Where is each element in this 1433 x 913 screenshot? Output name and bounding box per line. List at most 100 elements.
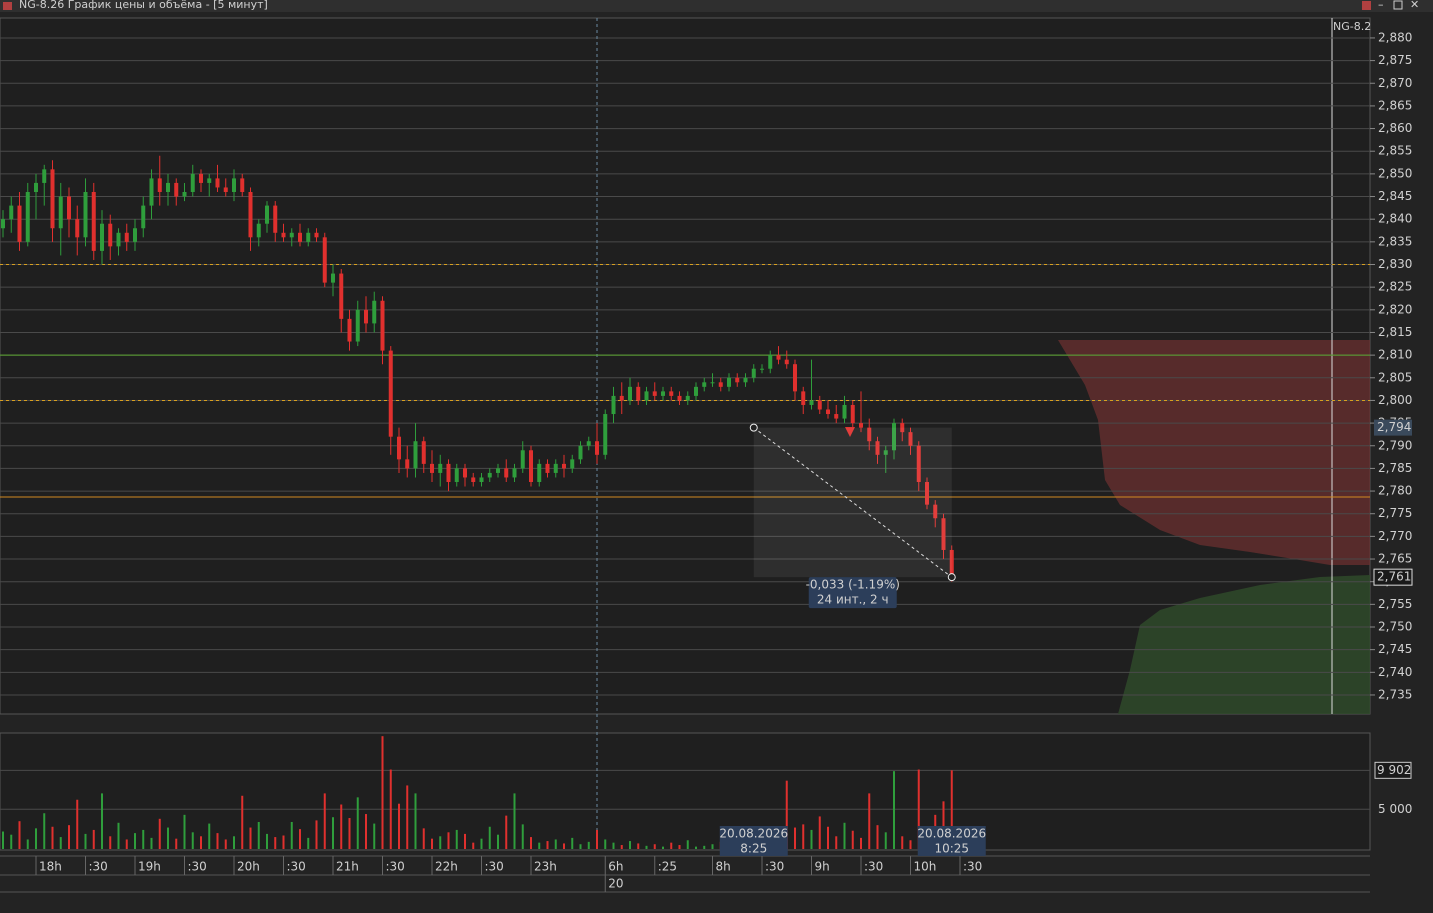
volume-bar	[678, 845, 681, 849]
maximize-button[interactable]	[1393, 0, 1403, 10]
y-tick-label: 2,775	[1378, 506, 1412, 520]
measure-label-box	[808, 577, 897, 609]
y-tick-label: 2,840	[1378, 212, 1412, 226]
volume-bar	[414, 793, 417, 849]
candle-body	[240, 178, 245, 192]
measure-point	[947, 573, 956, 582]
x-tick-label: :30	[287, 860, 306, 874]
candle-body	[776, 355, 781, 360]
volume-bar	[109, 836, 112, 849]
candle-body	[273, 205, 278, 233]
candle-body	[430, 463, 434, 473]
volume-marker-label: 9 902	[1377, 763, 1411, 777]
x-tick-label: :30	[963, 860, 982, 874]
x-tick-label: :30	[188, 860, 207, 874]
candle-body	[91, 192, 96, 251]
candle-body	[875, 441, 880, 455]
candle-body	[652, 391, 657, 396]
volume-bar	[488, 826, 491, 849]
volume-bar	[868, 793, 871, 849]
candle-body	[182, 192, 187, 197]
candle-body	[826, 409, 830, 415]
candle-body	[570, 459, 575, 469]
candle-body	[553, 463, 558, 473]
x-tick-label: :25	[658, 860, 677, 874]
candle-body	[768, 355, 773, 369]
candle-body	[421, 441, 426, 464]
volume-bar	[10, 834, 13, 849]
candle-body	[661, 391, 665, 396]
volume-profile-buy	[1118, 575, 1370, 714]
volume-bar	[208, 823, 211, 849]
candle-body	[405, 459, 410, 469]
volume-bar	[950, 770, 953, 849]
volume-bar	[505, 815, 508, 849]
candle-body	[446, 463, 451, 482]
volume-bar	[794, 827, 796, 849]
volume-bar	[389, 769, 392, 849]
x-tick-label: 22h	[435, 860, 458, 874]
volume-bar	[810, 829, 813, 849]
candle-body	[372, 300, 377, 324]
candle-body	[67, 196, 71, 220]
candle-body	[124, 232, 129, 242]
volume-bar	[629, 841, 631, 849]
cursor-date: 20.08.2026	[917, 827, 986, 841]
volume-bar	[901, 836, 904, 849]
volume-bar	[497, 834, 499, 849]
candle-body	[281, 232, 286, 238]
candle-body	[388, 350, 393, 437]
candle-body	[355, 309, 360, 342]
volume-bar	[183, 814, 186, 849]
candle-body	[677, 395, 682, 401]
x-tick-label: 10h	[914, 860, 937, 874]
volume-bar	[563, 843, 565, 849]
volume-bar	[101, 793, 103, 849]
volume-bar	[942, 801, 945, 849]
candle-body	[636, 386, 641, 401]
volume-bar	[447, 832, 450, 849]
x-tick-label: :30	[89, 860, 108, 874]
candle-body	[735, 377, 740, 383]
x-tick-label: 21h	[336, 860, 359, 874]
candle-body	[42, 169, 47, 183]
volume-bar	[431, 838, 433, 849]
candle-body	[223, 187, 228, 192]
minimize-button[interactable]: –	[1378, 0, 1384, 11]
candle-body	[1, 219, 5, 229]
volume-bar	[150, 837, 153, 849]
candle-body	[133, 228, 137, 242]
volume-bar	[365, 814, 367, 849]
volume-bar	[158, 818, 161, 849]
candle-body	[595, 441, 599, 455]
x-tick-label: 20h	[237, 860, 260, 874]
candle-body	[438, 463, 443, 473]
candle-body	[834, 414, 839, 419]
volume-bar	[554, 839, 557, 849]
y-tick-label: 2,825	[1378, 280, 1412, 294]
candle-body	[710, 382, 715, 384]
close-button[interactable]: ✕	[1410, 0, 1419, 11]
candle-body	[694, 386, 698, 396]
candle-body	[108, 223, 113, 247]
y-tick-label: 2,860	[1378, 121, 1412, 135]
instrument-label: NG-8.2	[1333, 20, 1371, 33]
candle-body	[339, 273, 344, 319]
x-tick-label: :30	[765, 860, 784, 874]
candle-body	[413, 441, 418, 469]
candle-body	[479, 477, 484, 482]
y-tick-label: 2,735	[1378, 687, 1412, 701]
volume-bar	[92, 829, 95, 849]
toolbar-button[interactable]	[1362, 1, 1371, 10]
candle-body	[380, 300, 385, 351]
volume-bar	[818, 816, 821, 849]
y-tick-label: 2,800	[1378, 393, 1412, 407]
volume-bar	[579, 844, 582, 849]
y-tick-label: 2,850	[1378, 166, 1412, 180]
volume-bar	[835, 836, 838, 849]
volume-bar	[125, 839, 128, 849]
candle-body	[265, 205, 269, 224]
volume-bar	[711, 844, 714, 849]
y-tick-label: 2,845	[1378, 189, 1412, 203]
candle-body	[397, 436, 401, 460]
